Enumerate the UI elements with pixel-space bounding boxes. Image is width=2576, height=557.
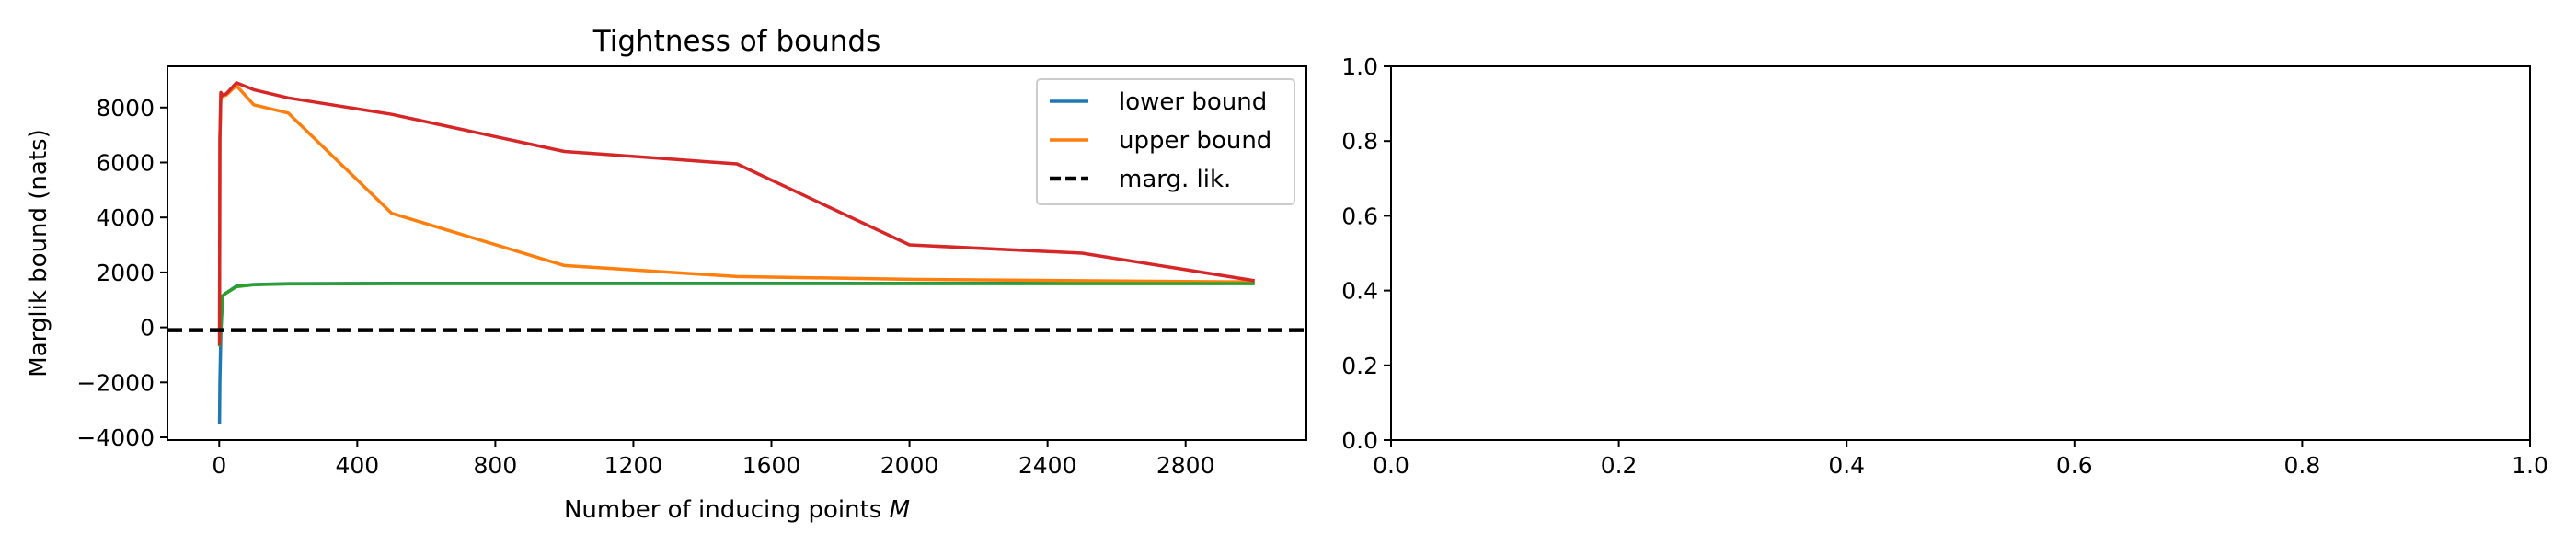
x-tick-label: 0.8 xyxy=(2284,452,2321,479)
y-tick-label: 0.0 xyxy=(1341,427,1378,454)
x-tick-label: 400 xyxy=(335,452,379,479)
y-tick-label: 0.8 xyxy=(1341,128,1378,155)
y-tick-label: 0.6 xyxy=(1341,203,1378,229)
right-x-ticks: 0.0 0.2 0.4 0.6 0.8 1.0 xyxy=(1373,440,2548,479)
x-tick-label: 0.6 xyxy=(2056,452,2093,479)
x-tick-label: 0.2 xyxy=(1601,452,1638,479)
y-tick-label: 0.4 xyxy=(1341,278,1378,305)
y-tick-label: 2000 xyxy=(96,260,155,286)
x-axis-label: Number of inducing points M xyxy=(564,496,910,524)
y-tick-label: 0.2 xyxy=(1341,353,1378,379)
right-axes-frame xyxy=(1390,65,2531,441)
x-tick-label: 1.0 xyxy=(2512,452,2548,479)
x-tick-label: 2800 xyxy=(1156,452,1215,479)
x-tick-label: 800 xyxy=(474,452,518,479)
y-tick-label: 0 xyxy=(140,315,155,342)
series-line-1 xyxy=(217,282,1255,424)
y-tick-label: 6000 xyxy=(96,149,155,176)
y-axis-label: Marglik bound (nats) xyxy=(25,129,52,377)
y-tick-label: 4000 xyxy=(96,204,155,231)
x-tick-label: 0.0 xyxy=(1373,452,1409,479)
y-tick-label: −2000 xyxy=(76,369,155,396)
x-tick-label: 2000 xyxy=(880,452,939,479)
left-y-ticks: −4000 −2000 0 2000 4000 6000 8000 xyxy=(76,95,167,451)
right-chart-panel: 0.0 0.2 0.4 0.6 0.8 1.0 0.0 0.2 0.4 0.6 0.8 1.0 xyxy=(1341,53,2548,479)
x-tick-label: 2400 xyxy=(1018,452,1077,479)
right-y-ticks: 0.0 0.2 0.4 0.6 0.8 1.0 xyxy=(1341,53,1391,454)
left-series-lines xyxy=(167,81,1306,424)
legend-box xyxy=(1036,78,1295,205)
y-tick-label: 1.0 xyxy=(1341,53,1378,80)
y-tick-label: −4000 xyxy=(76,424,155,451)
x-tick-label: 0.4 xyxy=(1828,452,1865,479)
x-tick-label: 0 xyxy=(212,452,226,479)
y-tick-label: 8000 xyxy=(96,95,155,122)
series-line-4 xyxy=(217,81,1255,346)
left-chart-panel: Tightness of bounds 0 400 800 1200 1600 2000 2… xyxy=(25,25,1307,524)
legend-label: lower bound xyxy=(1119,88,1267,116)
left-x-ticks: 0 400 800 1200 1600 2000 2400 2800 xyxy=(212,440,1215,479)
legend: lower bound upper bound marg. lik. xyxy=(1036,78,1295,205)
legend-label: marg. lik. xyxy=(1119,166,1231,193)
left-axes-frame xyxy=(167,65,1307,441)
chart-title: Tightness of bounds xyxy=(592,25,880,58)
x-tick-label: 1200 xyxy=(604,452,663,479)
legend-label: upper bound xyxy=(1119,127,1271,155)
x-tick-label: 1600 xyxy=(742,452,801,479)
series-line-3 xyxy=(217,282,1255,347)
